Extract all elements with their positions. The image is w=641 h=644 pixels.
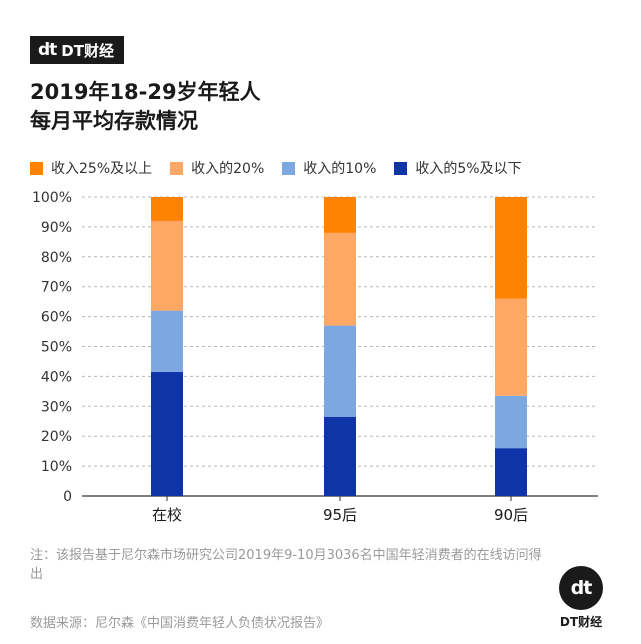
- bar-segment: [324, 325, 356, 417]
- bar-segment: [151, 310, 183, 372]
- x-tick-label: 90后: [494, 506, 528, 524]
- legend-item-25: 收入25%及以上: [30, 158, 152, 178]
- y-tick-label: 100%: [32, 190, 72, 206]
- y-tick-label: 40%: [41, 369, 72, 385]
- bar-segment: [324, 416, 356, 496]
- legend-label-25: 收入25%及以上: [51, 161, 153, 177]
- brand-name: DT财经: [61, 41, 114, 60]
- y-tick-label: 80%: [41, 250, 72, 266]
- y-tick-label: 60%: [41, 310, 72, 326]
- chart-title-line-2: 每月平均存款情况: [30, 109, 198, 133]
- bar-segment: [324, 197, 356, 233]
- chart-legend: 收入25%及以上 收入的20% 收入的10% 收入的5%及以下: [30, 158, 540, 178]
- legend-swatch-5: [394, 161, 408, 175]
- legend-item-20: 收入的20%: [170, 158, 264, 178]
- x-tick-label: 95后: [323, 506, 357, 524]
- y-tick-label: 70%: [41, 280, 72, 296]
- bar-segment: [151, 197, 183, 221]
- y-tick-label: 50%: [41, 340, 72, 356]
- bar-segment: [324, 232, 356, 326]
- legend-item-10: 收入的10%: [282, 158, 376, 178]
- legend-label-20: 收入的20%: [191, 161, 265, 177]
- brand-mark: dt: [38, 40, 57, 60]
- legend-label-10: 收入的10%: [303, 161, 377, 177]
- bar-segment: [151, 371, 183, 496]
- bar-segment: [495, 197, 527, 299]
- x-tick-label: 在校: [152, 506, 182, 524]
- bar-segment: [151, 220, 183, 311]
- y-tick-label: 90%: [41, 220, 72, 236]
- stacked-bar-chart: 0 10% 20% 30% 40% 50% 60% 70% 80% 90% 100% 在校 95后 90后: [32, 190, 598, 524]
- bar-segment: [495, 395, 527, 449]
- bar-segment: [495, 298, 527, 396]
- chart-title: 2019年18-29岁年轻人 每月平均存款情况: [30, 78, 261, 136]
- brand-logo: dt DT财经: [30, 36, 124, 64]
- legend-swatch-20: [170, 161, 184, 175]
- legend-swatch-10: [282, 161, 296, 175]
- corner-logo-mark: dt: [559, 566, 603, 610]
- bar-segment: [495, 448, 527, 496]
- corner-logo: dt DT财经: [553, 566, 609, 630]
- chart-title-line-1: 2019年18-29岁年轻人: [30, 80, 261, 104]
- data-source: 数据来源：尼尔森《中国消费年轻人负债状况报告》: [30, 616, 330, 631]
- y-tick-label: 10%: [41, 459, 72, 475]
- y-tick-label: 20%: [41, 429, 72, 445]
- legend-item-5: 收入的5%及以下: [394, 158, 522, 178]
- legend-swatch-25: [30, 161, 43, 175]
- y-tick-label: 0: [63, 489, 72, 505]
- legend-label-5: 收入的5%及以下: [415, 161, 522, 177]
- y-tick-label: 30%: [41, 399, 72, 415]
- corner-logo-name: DT财经: [559, 615, 603, 629]
- chart-note: 注：该报告基于尼尔森市场研究公司2019年9-10月3036名中国年轻消费者的在…: [30, 548, 542, 582]
